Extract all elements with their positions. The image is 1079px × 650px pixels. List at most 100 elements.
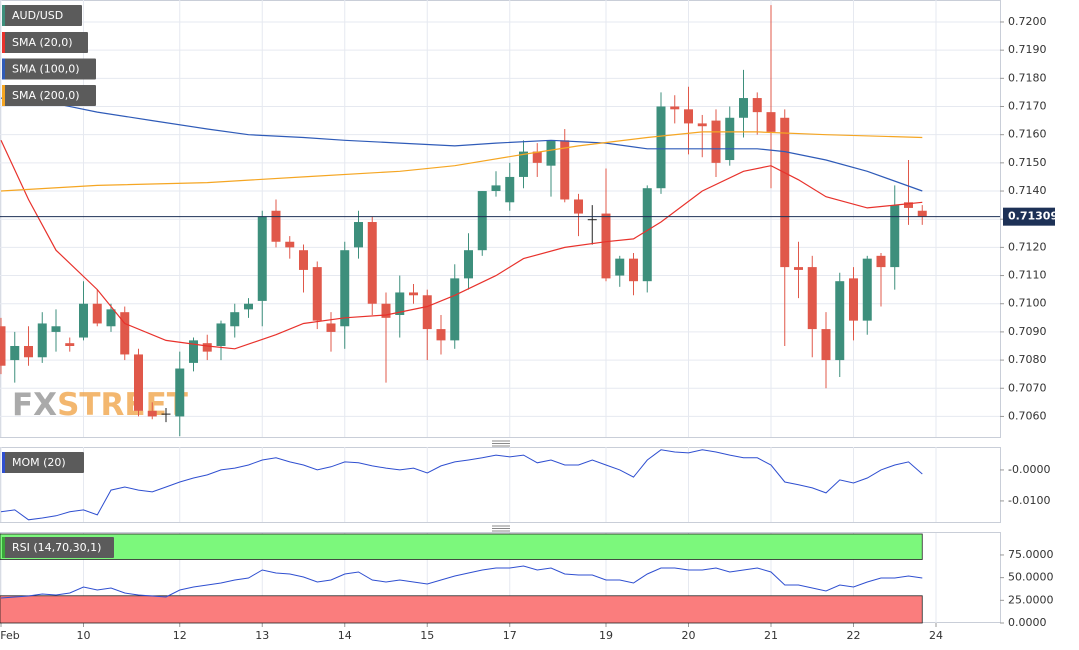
watermark: FXSTREET <box>12 387 188 423</box>
sma-line <box>0 97 923 192</box>
y-tick-label: 0.7180 <box>1008 71 1047 84</box>
candle-body <box>189 340 198 363</box>
candle-body <box>574 199 583 214</box>
legend-swatch <box>2 5 5 26</box>
candle-body <box>601 213 611 279</box>
sma-line <box>0 131 923 192</box>
candle-body <box>257 216 267 301</box>
x-tick-label: 22 <box>847 629 861 642</box>
y-tick-label: 0.7110 <box>1008 269 1047 282</box>
candle-body <box>766 112 776 132</box>
candle-body <box>37 323 47 358</box>
legend-box <box>2 85 96 106</box>
candle-body <box>780 117 790 268</box>
legend-box <box>2 32 88 53</box>
y-tick-label: 0.7090 <box>1008 325 1047 338</box>
x-tick-label: 17 <box>503 629 517 642</box>
candle-body <box>546 140 556 166</box>
legend-swatch <box>2 537 5 558</box>
y-tick-label: 0.7100 <box>1008 297 1047 310</box>
y-tick-label: 0.0000 <box>1008 616 1047 629</box>
candle-body <box>670 106 680 110</box>
candle-body <box>326 323 336 332</box>
candle-body <box>821 329 831 361</box>
candle-body <box>0 326 6 366</box>
candle-body <box>904 202 913 208</box>
candle-body <box>381 303 391 318</box>
candle-body <box>560 140 570 200</box>
candle-body <box>106 309 116 327</box>
legend-label: MOM (20) <box>12 456 66 469</box>
candle-body <box>161 413 171 415</box>
y-tick-label: 75.0000 <box>1008 548 1054 561</box>
candle-body <box>642 188 652 282</box>
candle-body <box>697 123 707 127</box>
legend-label: AUD/USD <box>12 9 63 22</box>
candle-body <box>271 210 281 242</box>
legend-swatch <box>2 32 5 53</box>
y-tick-label: 50.0000 <box>1008 571 1054 584</box>
candle-body <box>725 117 735 161</box>
candle-body <box>244 303 253 310</box>
candle-body <box>312 267 322 321</box>
candle-body <box>216 323 226 346</box>
legend-label: SMA (20,0) <box>12 36 73 49</box>
sma-line <box>0 140 923 350</box>
legend-swatch <box>2 452 5 473</box>
overbought-zone <box>0 533 923 560</box>
candle-body <box>532 151 542 163</box>
candle-body <box>890 205 900 268</box>
legend-box <box>2 452 84 473</box>
x-tick-label: 10 <box>77 629 91 642</box>
y-tick-label: 0.7080 <box>1008 353 1047 366</box>
rsi-line <box>0 565 923 599</box>
candle-body <box>505 176 515 203</box>
y-tick-label: 0.7170 <box>1008 100 1047 113</box>
candle-body <box>615 258 625 276</box>
last-price-label: 0.71309 <box>1008 210 1058 223</box>
candle-body <box>464 250 473 279</box>
candle-body <box>65 343 75 346</box>
oversold-zone <box>0 595 923 624</box>
watermark-street: STREET <box>57 387 188 423</box>
candle-body <box>79 303 88 338</box>
legend-swatch <box>2 85 5 106</box>
candle-body <box>807 267 817 330</box>
candle-body <box>862 258 872 321</box>
last-price-box <box>1003 207 1055 226</box>
x-tick-label: 14 <box>338 629 352 642</box>
legend-label: SMA (100,0) <box>12 63 80 76</box>
candle-body <box>299 250 308 270</box>
y-tick-label: 0.7120 <box>1008 240 1047 253</box>
y-tick-label: -0.0100 <box>1008 494 1050 507</box>
candle-body <box>477 191 487 251</box>
candle-body <box>450 278 460 341</box>
y-tick-label: 25.0000 <box>1008 593 1054 606</box>
candle-body <box>656 106 666 189</box>
candle-body <box>354 222 363 248</box>
candle-body <box>739 98 748 118</box>
legend-box <box>2 537 114 558</box>
y-tick-label: 0.7060 <box>1008 409 1047 422</box>
candle-body <box>519 151 528 177</box>
candle-body <box>587 219 597 221</box>
legend-label: SMA (200,0) <box>12 89 80 102</box>
candle-body <box>134 354 143 411</box>
x-tick-label: Feb <box>0 629 19 642</box>
y-tick-label: -0.0000 <box>1008 463 1050 476</box>
y-tick-label: 0.7200 <box>1008 15 1047 28</box>
resize-grips <box>492 440 510 532</box>
candle-body <box>876 255 886 268</box>
candle-body <box>436 329 446 341</box>
x-tick-label: 12 <box>173 629 187 642</box>
y-tick-label: 0.7160 <box>1008 128 1047 141</box>
x-tick-label: 20 <box>682 629 696 642</box>
legend-box <box>2 58 96 80</box>
candle-body <box>917 210 927 217</box>
candle-body <box>10 345 20 361</box>
candle-body <box>835 281 845 361</box>
candle-body <box>340 250 350 327</box>
mom-line <box>0 449 923 521</box>
candle-body <box>24 345 33 358</box>
